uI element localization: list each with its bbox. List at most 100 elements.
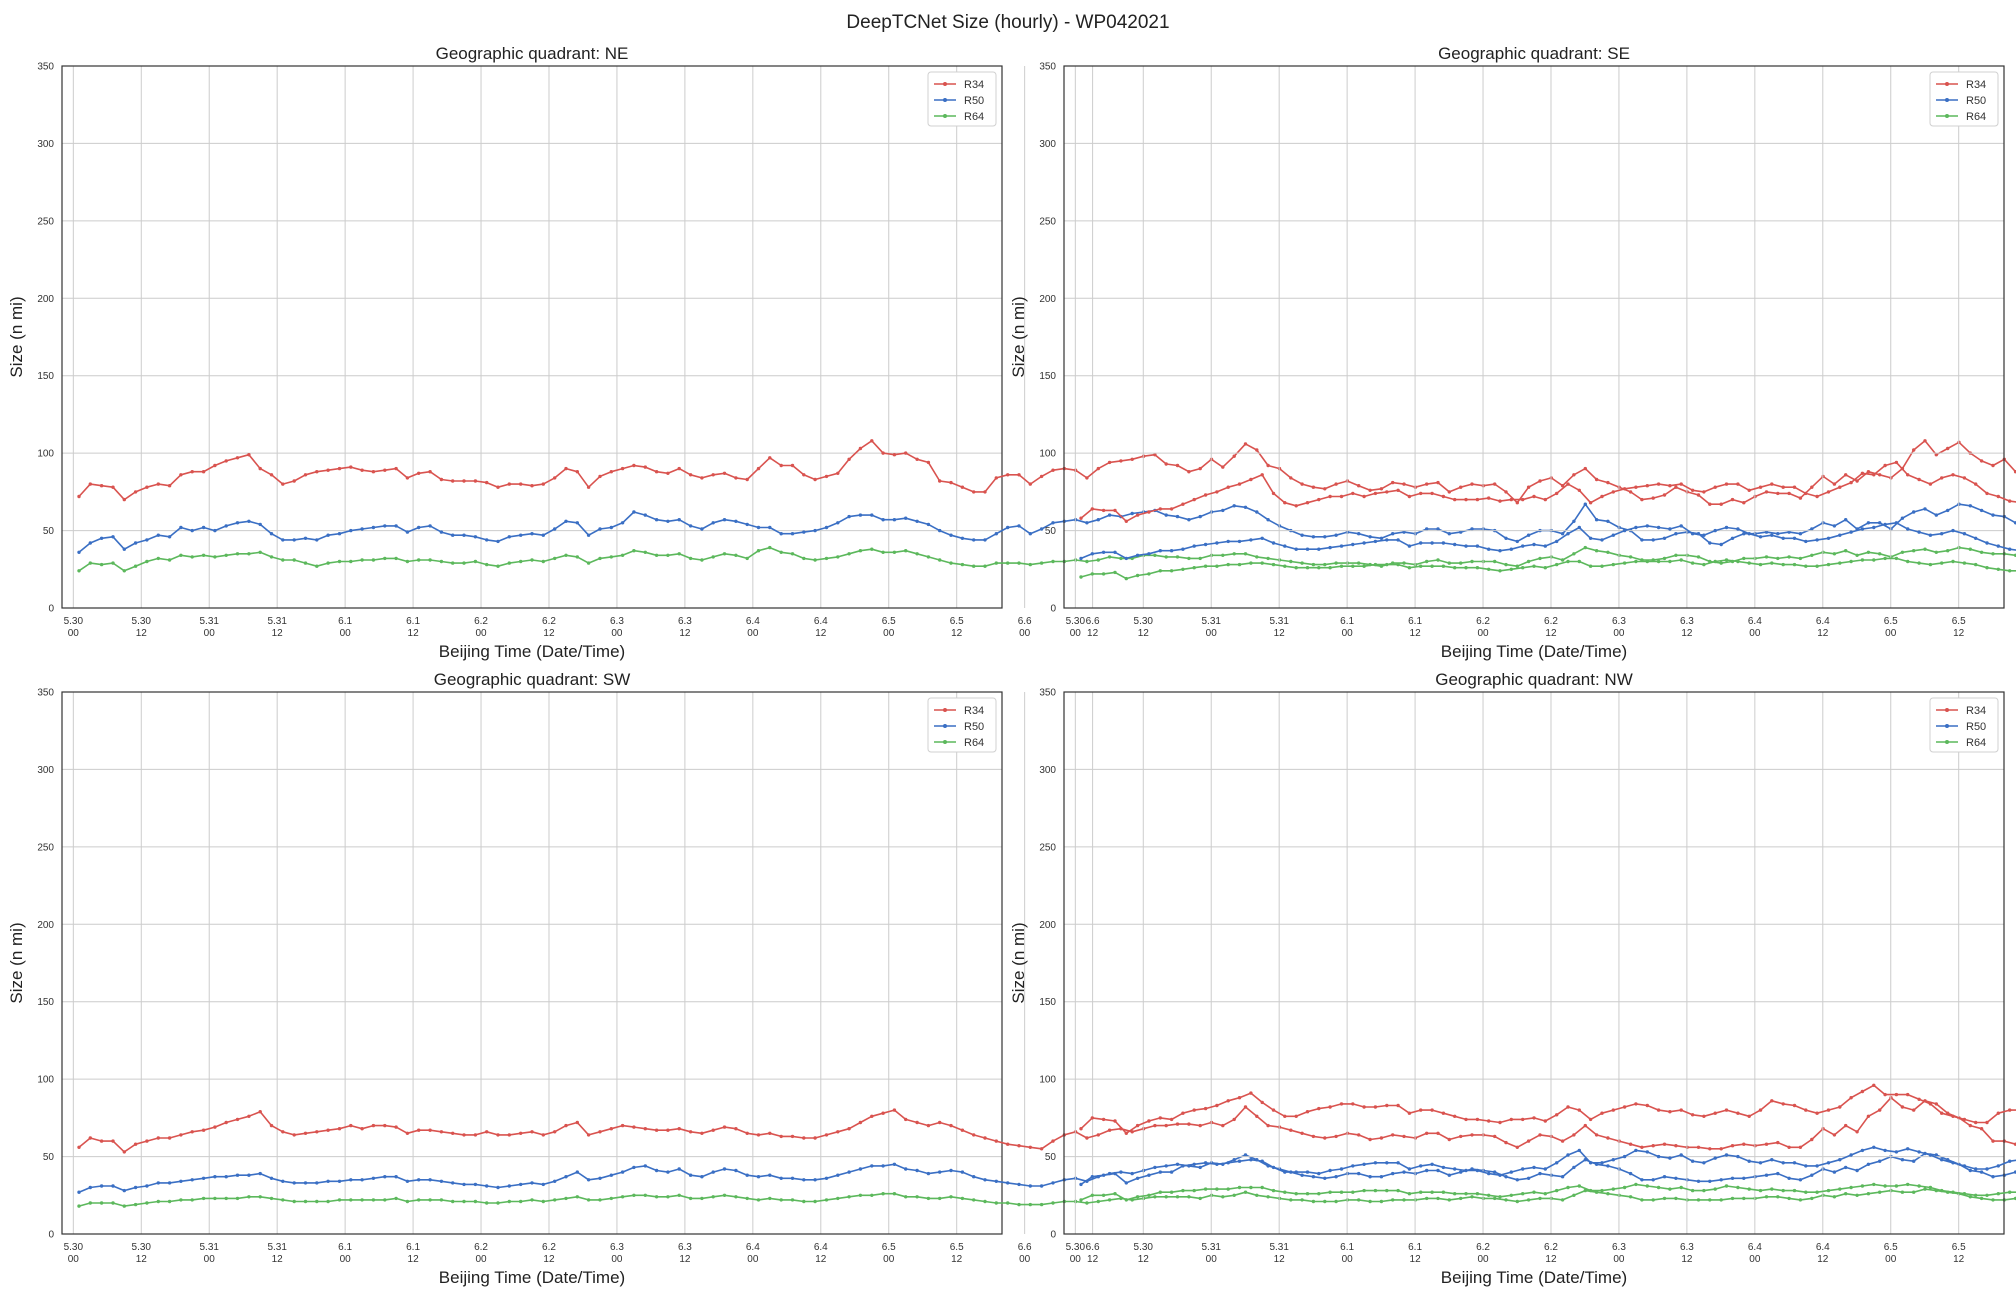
data-point xyxy=(858,513,863,517)
data-point xyxy=(2008,1159,2012,1163)
data-point xyxy=(145,559,149,564)
data-point xyxy=(1645,484,1650,488)
data-point xyxy=(1255,555,1259,559)
data-point xyxy=(1158,507,1163,511)
data-point xyxy=(1515,1199,1520,1204)
data-point xyxy=(1504,536,1508,540)
data-point xyxy=(1979,550,1984,554)
data-point xyxy=(586,533,591,537)
data-point xyxy=(1453,542,1457,547)
data-point xyxy=(1656,525,1661,530)
data-point xyxy=(1538,1196,1542,1201)
data-point xyxy=(292,479,296,483)
x-tick-label: 00 xyxy=(1749,1254,1761,1265)
data-point xyxy=(1668,484,1672,488)
data-point xyxy=(303,536,308,540)
x-tick-label: 00 xyxy=(1477,1254,1489,1265)
data-point xyxy=(892,453,897,457)
data-point xyxy=(1475,544,1480,548)
data-point xyxy=(337,532,342,536)
data-point xyxy=(405,1179,410,1184)
data-point xyxy=(1357,532,1361,536)
data-point xyxy=(1606,1164,1610,1168)
data-point xyxy=(530,1181,534,1185)
data-point xyxy=(1509,1170,1514,1174)
data-point xyxy=(1453,1114,1457,1119)
data-point xyxy=(371,470,376,474)
data-point xyxy=(1679,1185,1683,1190)
data-point xyxy=(1464,1117,1468,1122)
data-point xyxy=(802,1178,806,1182)
data-point xyxy=(1294,566,1298,570)
data-point xyxy=(1300,1198,1304,1202)
data-point xyxy=(394,556,398,561)
y-tick-label: 0 xyxy=(1050,604,1056,615)
data-point xyxy=(1441,1111,1446,1115)
data-point xyxy=(609,525,613,530)
data-point xyxy=(1357,561,1361,565)
series-line-r64 xyxy=(1080,557,2016,580)
data-point xyxy=(179,525,183,530)
data-point xyxy=(326,1199,330,1204)
data-point xyxy=(1656,1108,1661,1112)
data-point xyxy=(530,532,534,536)
data-point xyxy=(1198,556,1202,561)
data-point xyxy=(1158,569,1163,573)
data-point xyxy=(1243,442,1248,446)
data-point xyxy=(405,530,410,534)
data-point xyxy=(1764,1195,1769,1199)
data-point xyxy=(99,1201,104,1205)
data-point xyxy=(1300,561,1304,565)
data-point xyxy=(507,482,511,486)
data-point xyxy=(1968,504,1973,508)
x-tick-label: 00 xyxy=(1342,628,1354,639)
data-point xyxy=(1237,1096,1242,1100)
data-point xyxy=(972,490,976,494)
data-point xyxy=(1872,558,1876,562)
data-point xyxy=(802,556,806,561)
data-point xyxy=(1028,1202,1033,1207)
data-point xyxy=(1690,488,1695,492)
data-point xyxy=(1611,533,1616,537)
data-point xyxy=(1328,494,1332,499)
data-point xyxy=(1294,1170,1298,1174)
data-point xyxy=(1645,1103,1650,1108)
x-tick-label: 6.2 xyxy=(1544,1242,1558,1253)
data-point xyxy=(1588,564,1593,568)
data-point xyxy=(960,1128,965,1132)
data-point xyxy=(1169,1170,1174,1174)
data-point xyxy=(1260,561,1264,565)
data-point xyxy=(688,1196,693,1201)
data-point xyxy=(870,439,874,443)
data-point xyxy=(915,457,919,461)
data-point xyxy=(1792,485,1797,489)
data-point xyxy=(586,1178,591,1182)
data-point xyxy=(1300,482,1304,486)
data-point xyxy=(77,1204,81,1208)
data-point xyxy=(1572,1193,1576,1198)
data-point xyxy=(1419,491,1423,496)
data-point xyxy=(1260,473,1264,477)
y-tick-label: 50 xyxy=(1045,526,1057,537)
data-point xyxy=(643,550,647,554)
data-point xyxy=(1781,562,1785,567)
data-point xyxy=(519,482,523,486)
y-tick-label: 50 xyxy=(43,526,55,537)
data-point xyxy=(1323,1136,1327,1140)
data-point xyxy=(1679,524,1683,528)
x-tick-label: 12 xyxy=(1817,628,1829,639)
x-tick-label: 5.30 xyxy=(64,616,84,627)
data-point xyxy=(1588,1161,1593,1165)
data-point xyxy=(496,1133,500,1137)
data-point xyxy=(1113,508,1117,513)
x-tick-label: 6.1 xyxy=(1340,616,1354,627)
data-point xyxy=(1090,572,1095,576)
data-point xyxy=(292,1199,296,1204)
data-point xyxy=(462,479,466,483)
data-point xyxy=(1232,454,1236,458)
y-axis-label: Size (n mi) xyxy=(1009,296,1028,377)
data-point xyxy=(394,466,398,471)
data-point xyxy=(1385,1103,1389,1108)
data-point xyxy=(1532,1165,1536,1170)
x-tick-label: 12 xyxy=(951,628,963,639)
